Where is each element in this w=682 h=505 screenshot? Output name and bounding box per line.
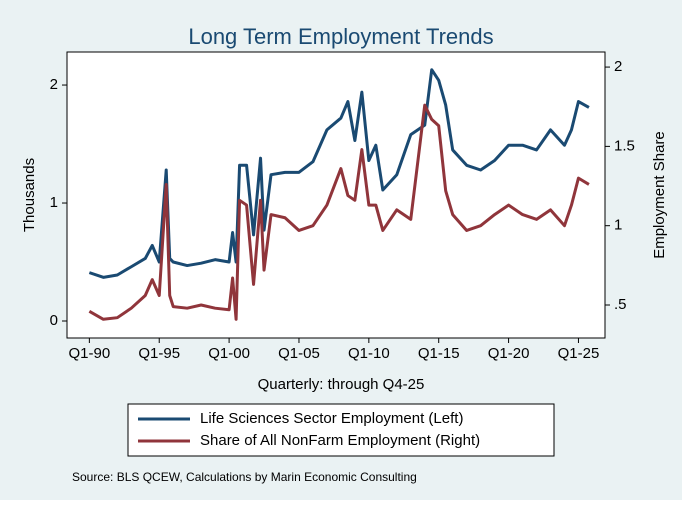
legend-box bbox=[127, 403, 555, 457]
x-tick-label: Q1-95 bbox=[138, 345, 180, 362]
x-tick-label: Q1-25 bbox=[558, 345, 600, 362]
x-tick-label: Q1-20 bbox=[488, 345, 530, 362]
series-line bbox=[88, 68, 590, 279]
x-tick-label: Q1-15 bbox=[418, 345, 460, 362]
legend-label: Life Sciences Sector Employment (Left) bbox=[200, 410, 463, 427]
x-tick-label: Q1-90 bbox=[69, 345, 111, 362]
legend-label: Share of All NonFarm Employment (Right) bbox=[200, 432, 480, 449]
plot-area bbox=[66, 51, 606, 339]
y-tick-label: 2 bbox=[50, 76, 58, 93]
chart-title: Long Term Employment Trends bbox=[188, 24, 493, 49]
y2-tick-label: .5 bbox=[614, 296, 627, 313]
x-tick-label: Q1-10 bbox=[348, 345, 390, 362]
y2-axis-label: Employment Share bbox=[651, 131, 668, 259]
x-axis-label: Quarterly: through Q4-25 bbox=[258, 376, 425, 393]
y-tick-label: 1 bbox=[50, 194, 58, 211]
y-axis-label: Thousands bbox=[21, 158, 38, 232]
x-tick-label: Q1-00 bbox=[208, 345, 250, 362]
y2-tick-label: 1.5 bbox=[614, 137, 635, 154]
series-line bbox=[88, 103, 590, 321]
y2-tick-label: 1 bbox=[614, 217, 622, 234]
y2-tick-label: 2 bbox=[614, 58, 622, 75]
y-tick-label: 0 bbox=[50, 312, 58, 329]
source-note: Source: BLS QCEW, Calculations by Marin … bbox=[72, 470, 417, 484]
x-tick-label: Q1-05 bbox=[278, 345, 320, 362]
